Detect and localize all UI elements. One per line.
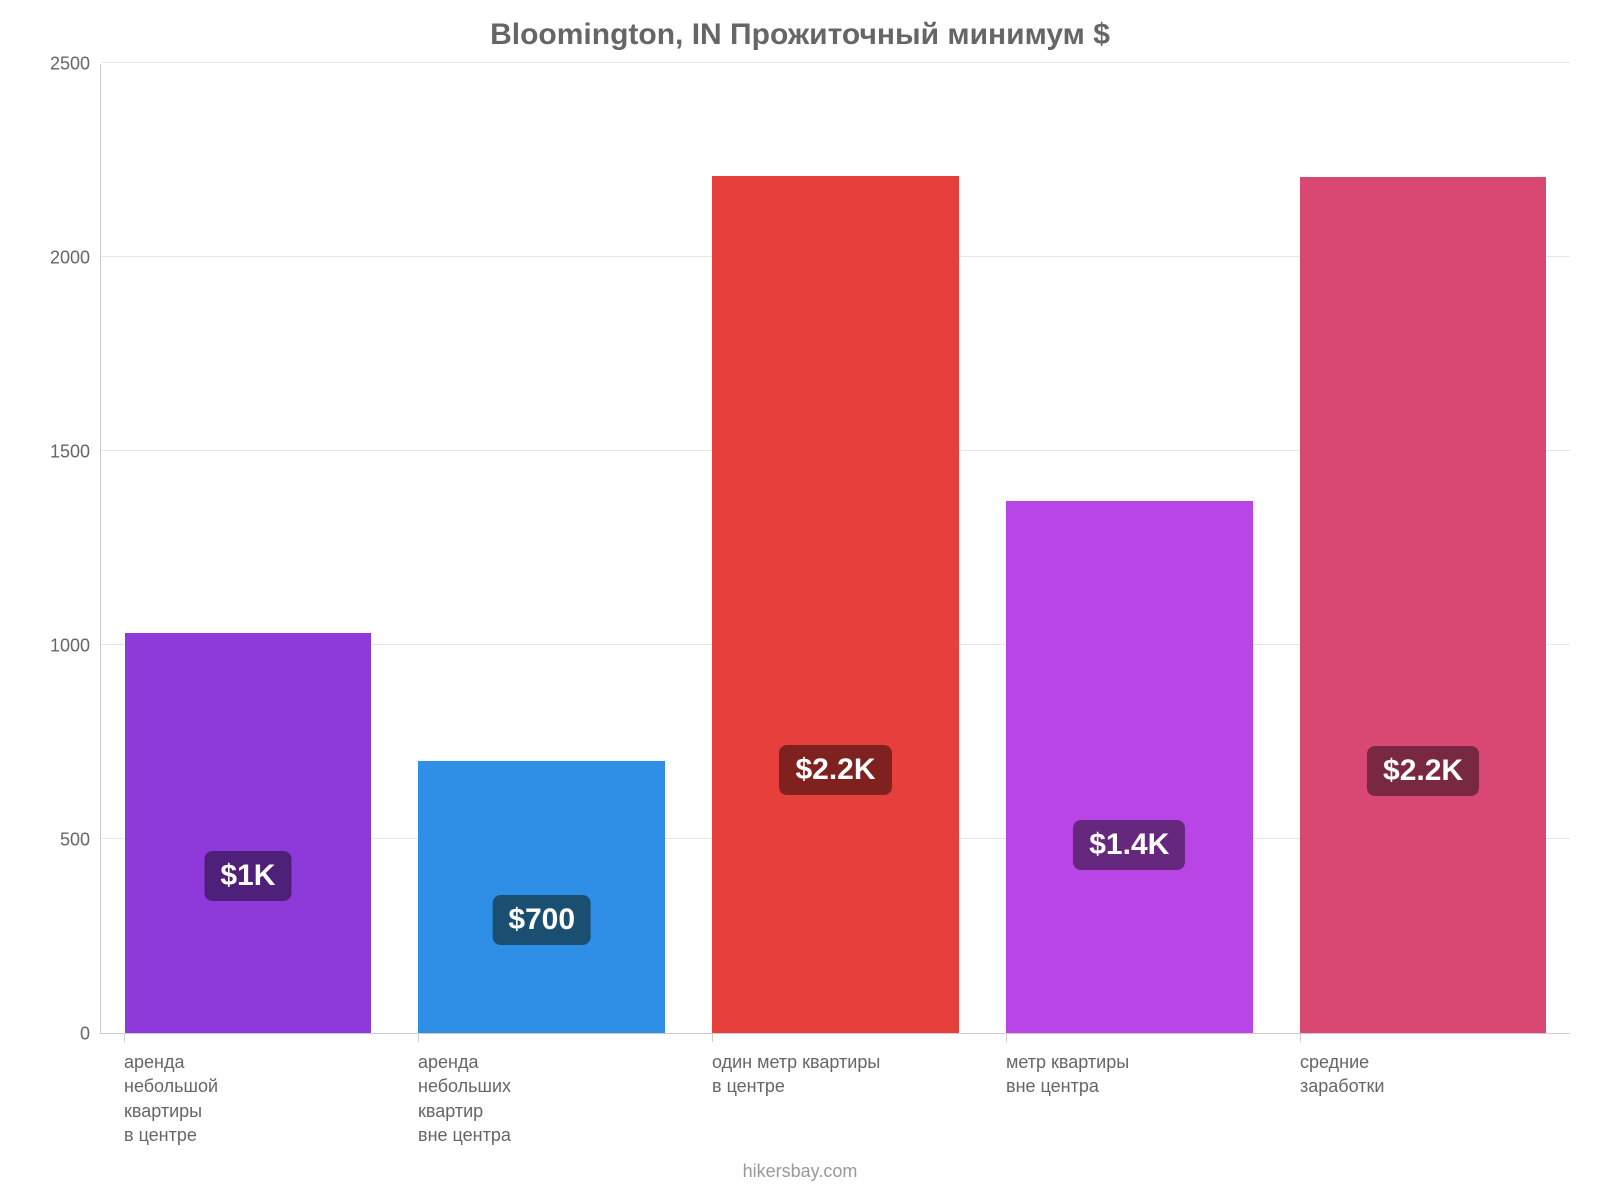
bar: $2.2K — [1300, 177, 1547, 1033]
bar-slot: $1.4K — [982, 64, 1276, 1033]
bar: $2.2K — [712, 176, 959, 1033]
value-badge: $2.2K — [1367, 746, 1479, 796]
value-badge: $1.4K — [1073, 820, 1185, 870]
ytick-label: 2500 — [10, 54, 90, 75]
xtick-label: средние заработки — [1300, 1050, 1480, 1099]
xtick-label: аренда небольшой квартиры в центре — [124, 1050, 304, 1147]
ytick-label: 1500 — [10, 442, 90, 463]
xtick — [1300, 1034, 1301, 1042]
ytick-label: 1000 — [10, 636, 90, 657]
footer-attribution: hikersbay.com — [0, 1161, 1600, 1182]
xtick — [712, 1034, 713, 1042]
xtick — [418, 1034, 419, 1042]
ytick-label: 2000 — [10, 248, 90, 269]
bar: $1.4K — [1006, 501, 1253, 1033]
bar-slot: $1K — [101, 64, 395, 1033]
bar-slot: $700 — [395, 64, 689, 1033]
gridline — [101, 62, 1570, 63]
value-badge: $700 — [492, 895, 591, 945]
xlabel-slot: аренда небольших квартир вне центра — [394, 1038, 688, 1147]
xtick — [124, 1034, 125, 1042]
value-badge: $1K — [204, 851, 291, 901]
xlabel-slot: метр квартиры вне центра — [982, 1038, 1276, 1147]
bar: $1K — [125, 633, 372, 1033]
ytick-label: 500 — [10, 830, 90, 851]
xtick-label: метр квартиры вне центра — [1006, 1050, 1186, 1099]
xlabel-slot: один метр квартиры в центре — [688, 1038, 982, 1147]
bar: $700 — [418, 761, 665, 1033]
xlabel-slot: средние заработки — [1276, 1038, 1570, 1147]
bar-slot: $2.2K — [689, 64, 983, 1033]
xlabel-slot: аренда небольшой квартиры в центре — [100, 1038, 394, 1147]
x-axis-labels: аренда небольшой квартиры в центре аренда… — [100, 1038, 1570, 1147]
bars-row: $1K $700 $2.2K $1.4K $2.2K — [101, 64, 1570, 1033]
chart-title: Bloomington, IN Прожиточный минимум $ — [0, 18, 1600, 52]
xtick — [1006, 1034, 1007, 1042]
value-badge: $2.2K — [779, 745, 891, 795]
ytick-label: 0 — [10, 1024, 90, 1045]
chart-container: Bloomington, IN Прожиточный минимум $ $1… — [0, 0, 1600, 1200]
bar-slot: $2.2K — [1276, 64, 1570, 1033]
xtick-label: один метр квартиры в центре — [712, 1050, 892, 1099]
plot-area: $1K $700 $2.2K $1.4K $2.2K — [100, 64, 1570, 1034]
xtick-label: аренда небольших квартир вне центра — [418, 1050, 598, 1147]
